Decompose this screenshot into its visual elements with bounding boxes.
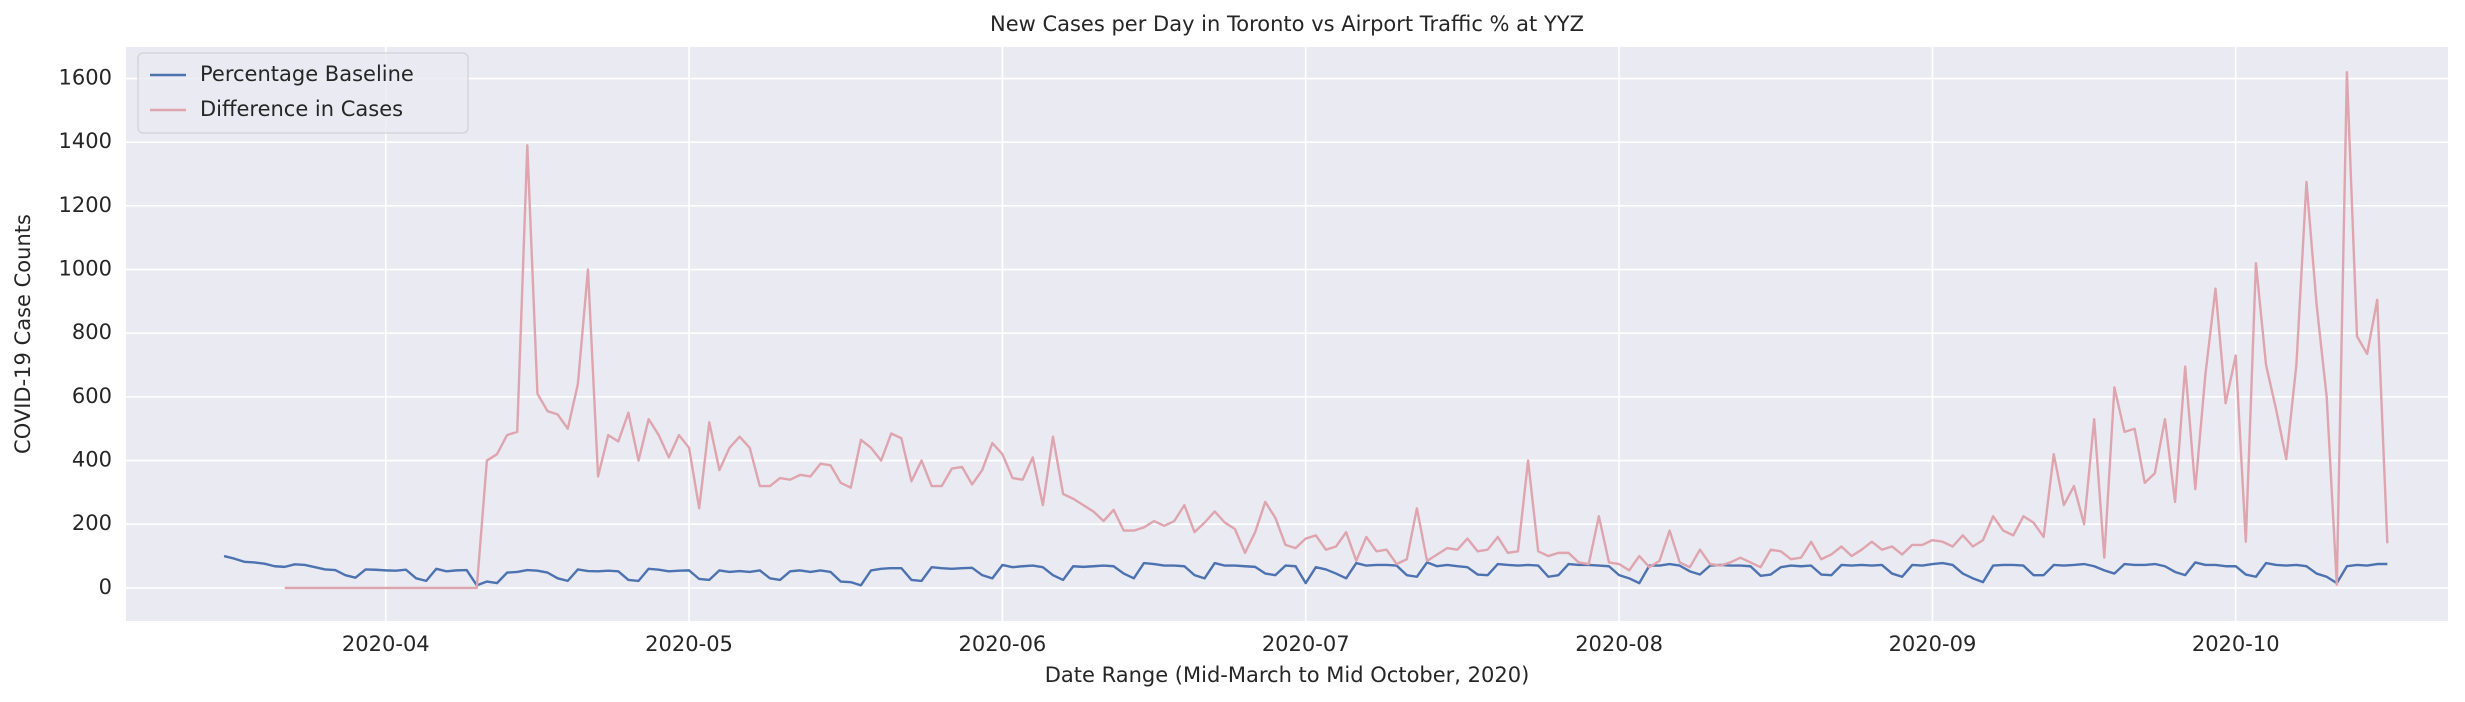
x-tick-label: 2020-06 [959,632,1047,656]
data-line [223,554,2388,587]
y-tick-label: 1400 [59,129,112,153]
legend-box [137,52,469,134]
legend-label: Difference in Cases [200,97,403,121]
y-tick-label: 0 [99,575,112,599]
x-axis-label: Date Range (Mid-March to Mid October, 20… [1045,663,1530,687]
legend-label: Percentage Baseline [200,62,414,86]
y-tick-label: 600 [72,384,112,408]
y-axis-label: COVID-19 Case Counts [11,214,35,454]
x-tick-label: 2020-04 [342,632,430,656]
chart-title: New Cases per Day in Toronto vs Airport … [990,12,1584,36]
x-tick-label: 2020-09 [1889,632,1977,656]
x-tick-label: 2020-07 [1262,632,1350,656]
y-tick-label: 200 [72,511,112,535]
x-tick-label: 2020-10 [2192,632,2280,656]
y-tick-label: 400 [72,448,112,472]
y-tick-label: 1600 [59,66,112,90]
y-tick-label: 1200 [59,193,112,217]
x-tick-label: 2020-05 [645,632,733,656]
data-line [284,70,2389,590]
y-tick-label: 800 [72,320,112,344]
x-tick-label: 2020-08 [1575,632,1663,656]
y-tick-label: 1000 [59,257,112,281]
